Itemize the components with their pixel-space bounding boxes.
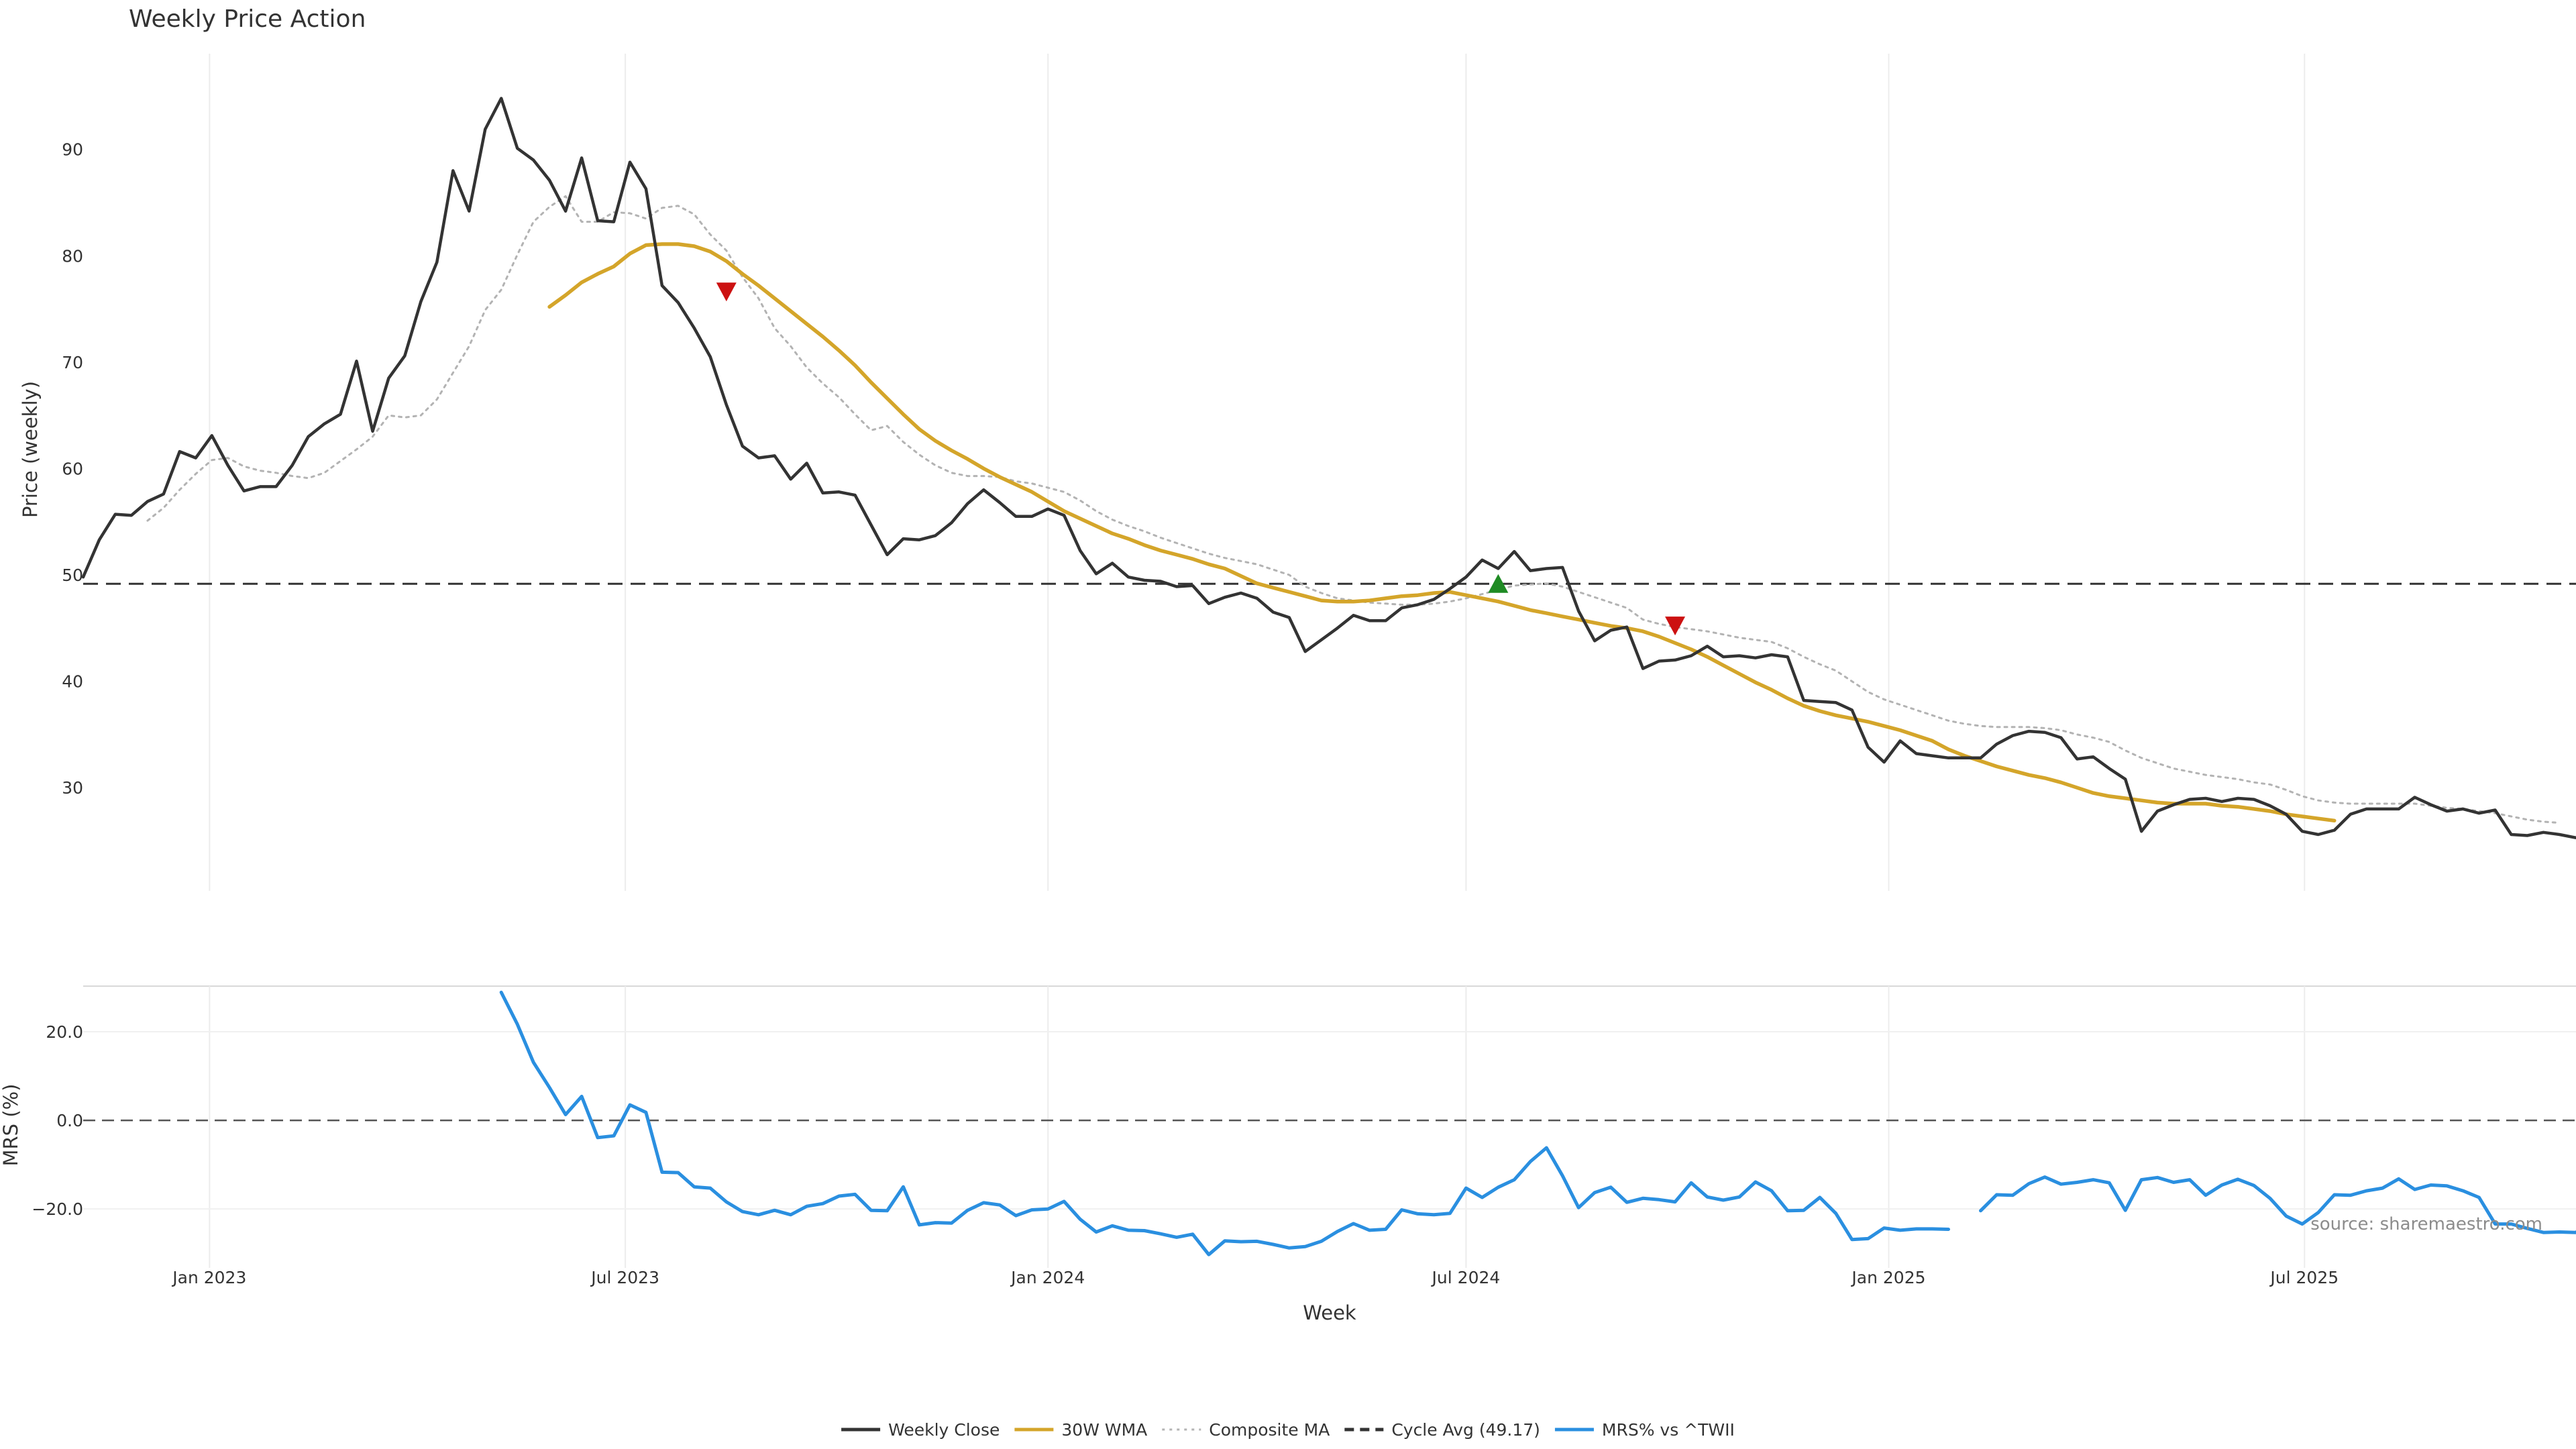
legend-label-cycle-avg-49-17: Cycle Avg (49.17) xyxy=(1391,1420,1540,1440)
price-y-tick-label: 70 xyxy=(62,353,83,372)
price-y-tick-label: 80 xyxy=(62,246,83,266)
price-y-tick-label: 60 xyxy=(62,459,83,478)
price-y-axis-label: Price (weekly) xyxy=(19,381,42,518)
series-line-mrs-vs-twii xyxy=(499,990,2576,1256)
chart-title: Weekly Price Action xyxy=(129,5,366,33)
price-y-ticks: 30 40 50 60 70 80 90 xyxy=(62,140,83,798)
sell-signal-marker xyxy=(1665,616,1686,636)
mrs-y-tick-label: 0.0 xyxy=(56,1111,83,1130)
x-axis-ticks: Jan 2023 Jul 2023 Jan 2024 Jul 2024 Jan 2025… xyxy=(171,1268,2339,1287)
mrs-y-axis-label: MRS (%) xyxy=(0,1084,22,1167)
price-y-tick-label: 30 xyxy=(62,778,83,798)
mrs-y-tick-label: −20.0 xyxy=(32,1199,83,1219)
x-tick-label: Jan 2025 xyxy=(1850,1268,1925,1287)
legend-label-mrs-vs-twii: MRS% vs ^TWII xyxy=(1602,1420,1735,1440)
legend-label-composite-ma: Composite MA xyxy=(1209,1420,1330,1440)
legend-label-30w-wma: 30W WMA xyxy=(1061,1420,1147,1440)
mrs-lines xyxy=(499,990,2576,1256)
mrs-y-tick-label: 20.0 xyxy=(46,1022,83,1042)
price-y-tick-label: 90 xyxy=(62,140,83,160)
x-tick-label: Jul 2025 xyxy=(2269,1268,2339,1287)
price-markers xyxy=(716,282,1686,636)
series-line-weekly-close xyxy=(81,97,2576,839)
price-panel: 30 40 50 60 70 80 90 Price (weekly) xyxy=(19,54,2576,891)
mrs-panel: 20.00.0−20.0 MRS (%) Jan 2023 Jul 2023 Jan… xyxy=(0,986,2576,1324)
legend: Weekly Close 30W WMA Composite MA Cycle Avg… xyxy=(841,1420,1735,1440)
price-lines xyxy=(81,97,2576,839)
source-note: source: sharemaestro.com xyxy=(2310,1214,2542,1234)
sell-signal-marker xyxy=(716,282,737,302)
mrs-grid xyxy=(83,986,2576,1268)
buy-signal-marker xyxy=(1488,574,1509,593)
x-tick-label: Jul 2024 xyxy=(1431,1268,1501,1287)
x-tick-label: Jan 2023 xyxy=(171,1268,246,1287)
price-grid xyxy=(209,54,2306,891)
x-tick-label: Jan 2024 xyxy=(1010,1268,1085,1287)
legend-label-weekly-close: Weekly Close xyxy=(888,1420,1000,1440)
price-y-tick-label: 50 xyxy=(62,566,83,585)
x-axis-label: Week xyxy=(1303,1301,1356,1324)
x-tick-label: Jul 2023 xyxy=(590,1268,659,1287)
mrs-y-ticks: 20.0 0.0 −20.0 xyxy=(32,1022,83,1219)
price-y-tick-label: 40 xyxy=(62,672,83,692)
